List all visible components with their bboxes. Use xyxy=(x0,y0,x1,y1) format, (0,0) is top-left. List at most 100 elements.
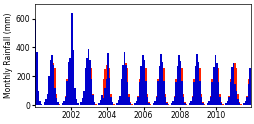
Bar xyxy=(129,102,131,105)
Bar xyxy=(197,62,199,105)
Bar xyxy=(250,65,251,105)
Bar xyxy=(57,102,59,105)
Bar xyxy=(98,103,99,105)
Bar xyxy=(148,103,149,105)
Bar xyxy=(199,68,200,105)
Bar xyxy=(217,82,218,105)
Bar xyxy=(229,79,230,105)
Bar xyxy=(65,97,66,105)
Bar xyxy=(135,101,137,105)
Bar xyxy=(107,53,108,105)
Bar xyxy=(105,65,107,105)
Bar xyxy=(200,97,202,105)
Bar xyxy=(156,81,158,105)
Bar xyxy=(62,103,63,105)
Bar xyxy=(86,58,87,105)
Bar xyxy=(116,103,117,105)
Bar xyxy=(153,101,155,105)
Bar xyxy=(50,61,51,105)
Bar xyxy=(116,103,117,105)
Bar xyxy=(209,96,211,105)
Bar xyxy=(238,103,239,105)
Bar xyxy=(215,63,217,105)
Bar xyxy=(137,96,138,105)
Bar xyxy=(102,98,104,105)
Y-axis label: Monthly Rainfall (mm): Monthly Rainfall (mm) xyxy=(4,13,13,98)
Bar xyxy=(166,103,167,105)
Bar xyxy=(178,55,179,105)
Bar xyxy=(145,81,146,105)
Bar xyxy=(244,101,245,105)
Bar xyxy=(146,97,148,105)
Bar xyxy=(244,101,245,105)
Bar xyxy=(184,103,185,105)
Bar xyxy=(181,81,182,105)
Bar xyxy=(38,94,39,105)
Bar xyxy=(185,104,187,105)
Bar xyxy=(209,97,211,105)
Bar xyxy=(111,102,113,105)
Bar xyxy=(135,101,137,105)
Bar xyxy=(125,65,126,105)
Bar xyxy=(173,97,174,105)
Bar xyxy=(111,102,113,105)
Bar xyxy=(120,79,122,105)
Bar xyxy=(209,97,211,105)
Bar xyxy=(57,102,59,105)
Bar xyxy=(128,94,129,105)
Bar xyxy=(160,54,161,105)
Bar xyxy=(36,52,38,105)
Bar xyxy=(202,102,203,105)
Bar xyxy=(143,63,145,105)
Bar xyxy=(232,65,233,105)
Bar xyxy=(203,104,205,105)
Bar xyxy=(75,99,77,105)
Bar xyxy=(71,13,72,105)
Bar xyxy=(248,69,250,105)
Bar xyxy=(102,79,104,105)
Bar xyxy=(145,68,146,105)
Bar xyxy=(170,103,171,105)
Bar xyxy=(105,79,107,105)
Bar xyxy=(89,61,90,105)
Bar xyxy=(173,96,174,105)
Bar xyxy=(102,98,104,105)
Bar xyxy=(101,95,102,105)
Bar xyxy=(163,68,164,105)
Bar xyxy=(138,82,140,105)
Bar xyxy=(194,66,196,105)
Bar xyxy=(108,78,110,105)
Bar xyxy=(57,102,59,105)
Bar xyxy=(155,97,156,105)
Bar xyxy=(123,52,125,105)
Bar xyxy=(95,104,96,105)
Bar xyxy=(92,94,93,105)
Bar xyxy=(146,94,148,105)
Bar xyxy=(224,103,226,105)
Bar xyxy=(45,99,47,105)
Bar xyxy=(189,101,191,105)
Bar xyxy=(119,96,120,105)
Bar xyxy=(51,55,53,105)
Bar xyxy=(214,55,215,105)
Bar xyxy=(171,101,173,105)
Bar xyxy=(84,68,86,105)
Bar xyxy=(197,62,199,105)
Bar xyxy=(199,81,200,105)
Bar xyxy=(221,104,223,105)
Bar xyxy=(153,101,155,105)
Bar xyxy=(206,104,208,105)
Bar xyxy=(83,91,84,105)
Bar xyxy=(163,81,164,105)
Bar xyxy=(197,63,199,105)
Bar xyxy=(74,88,75,105)
Bar xyxy=(51,65,53,105)
Bar xyxy=(38,91,39,105)
Bar xyxy=(152,103,153,105)
Bar xyxy=(59,104,60,105)
Bar xyxy=(235,68,236,105)
Bar xyxy=(54,68,56,105)
Bar xyxy=(141,55,143,105)
Bar xyxy=(140,69,141,105)
Bar xyxy=(98,104,99,105)
